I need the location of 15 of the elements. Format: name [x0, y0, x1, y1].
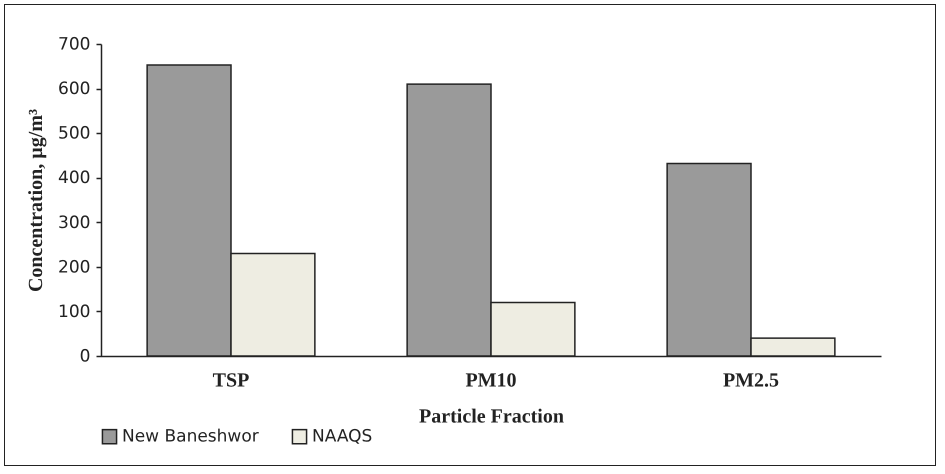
x-tick-label: TSP [212, 370, 250, 392]
y-tick-label: 100 [58, 302, 90, 322]
x-tick-label: PM2.5 [722, 370, 780, 392]
y-tick-label: 500 [58, 124, 90, 144]
y-tick-label: 700 [58, 34, 90, 54]
x-tick-label: PM10 [465, 370, 517, 392]
y-axis-title: Concentration, µg/m³ [25, 108, 48, 292]
y-tick-label: 300 [58, 212, 90, 233]
legend-label: NAAQS [312, 426, 372, 447]
legend-label: New Baneshwor [122, 426, 259, 447]
y-tick-label: 0 [80, 346, 90, 366]
y-tick-label: 200 [58, 257, 90, 278]
y-tick-label: 600 [58, 79, 90, 100]
x-axis-title: Particle Fraction [419, 406, 564, 428]
y-tick-label: 400 [58, 168, 90, 188]
